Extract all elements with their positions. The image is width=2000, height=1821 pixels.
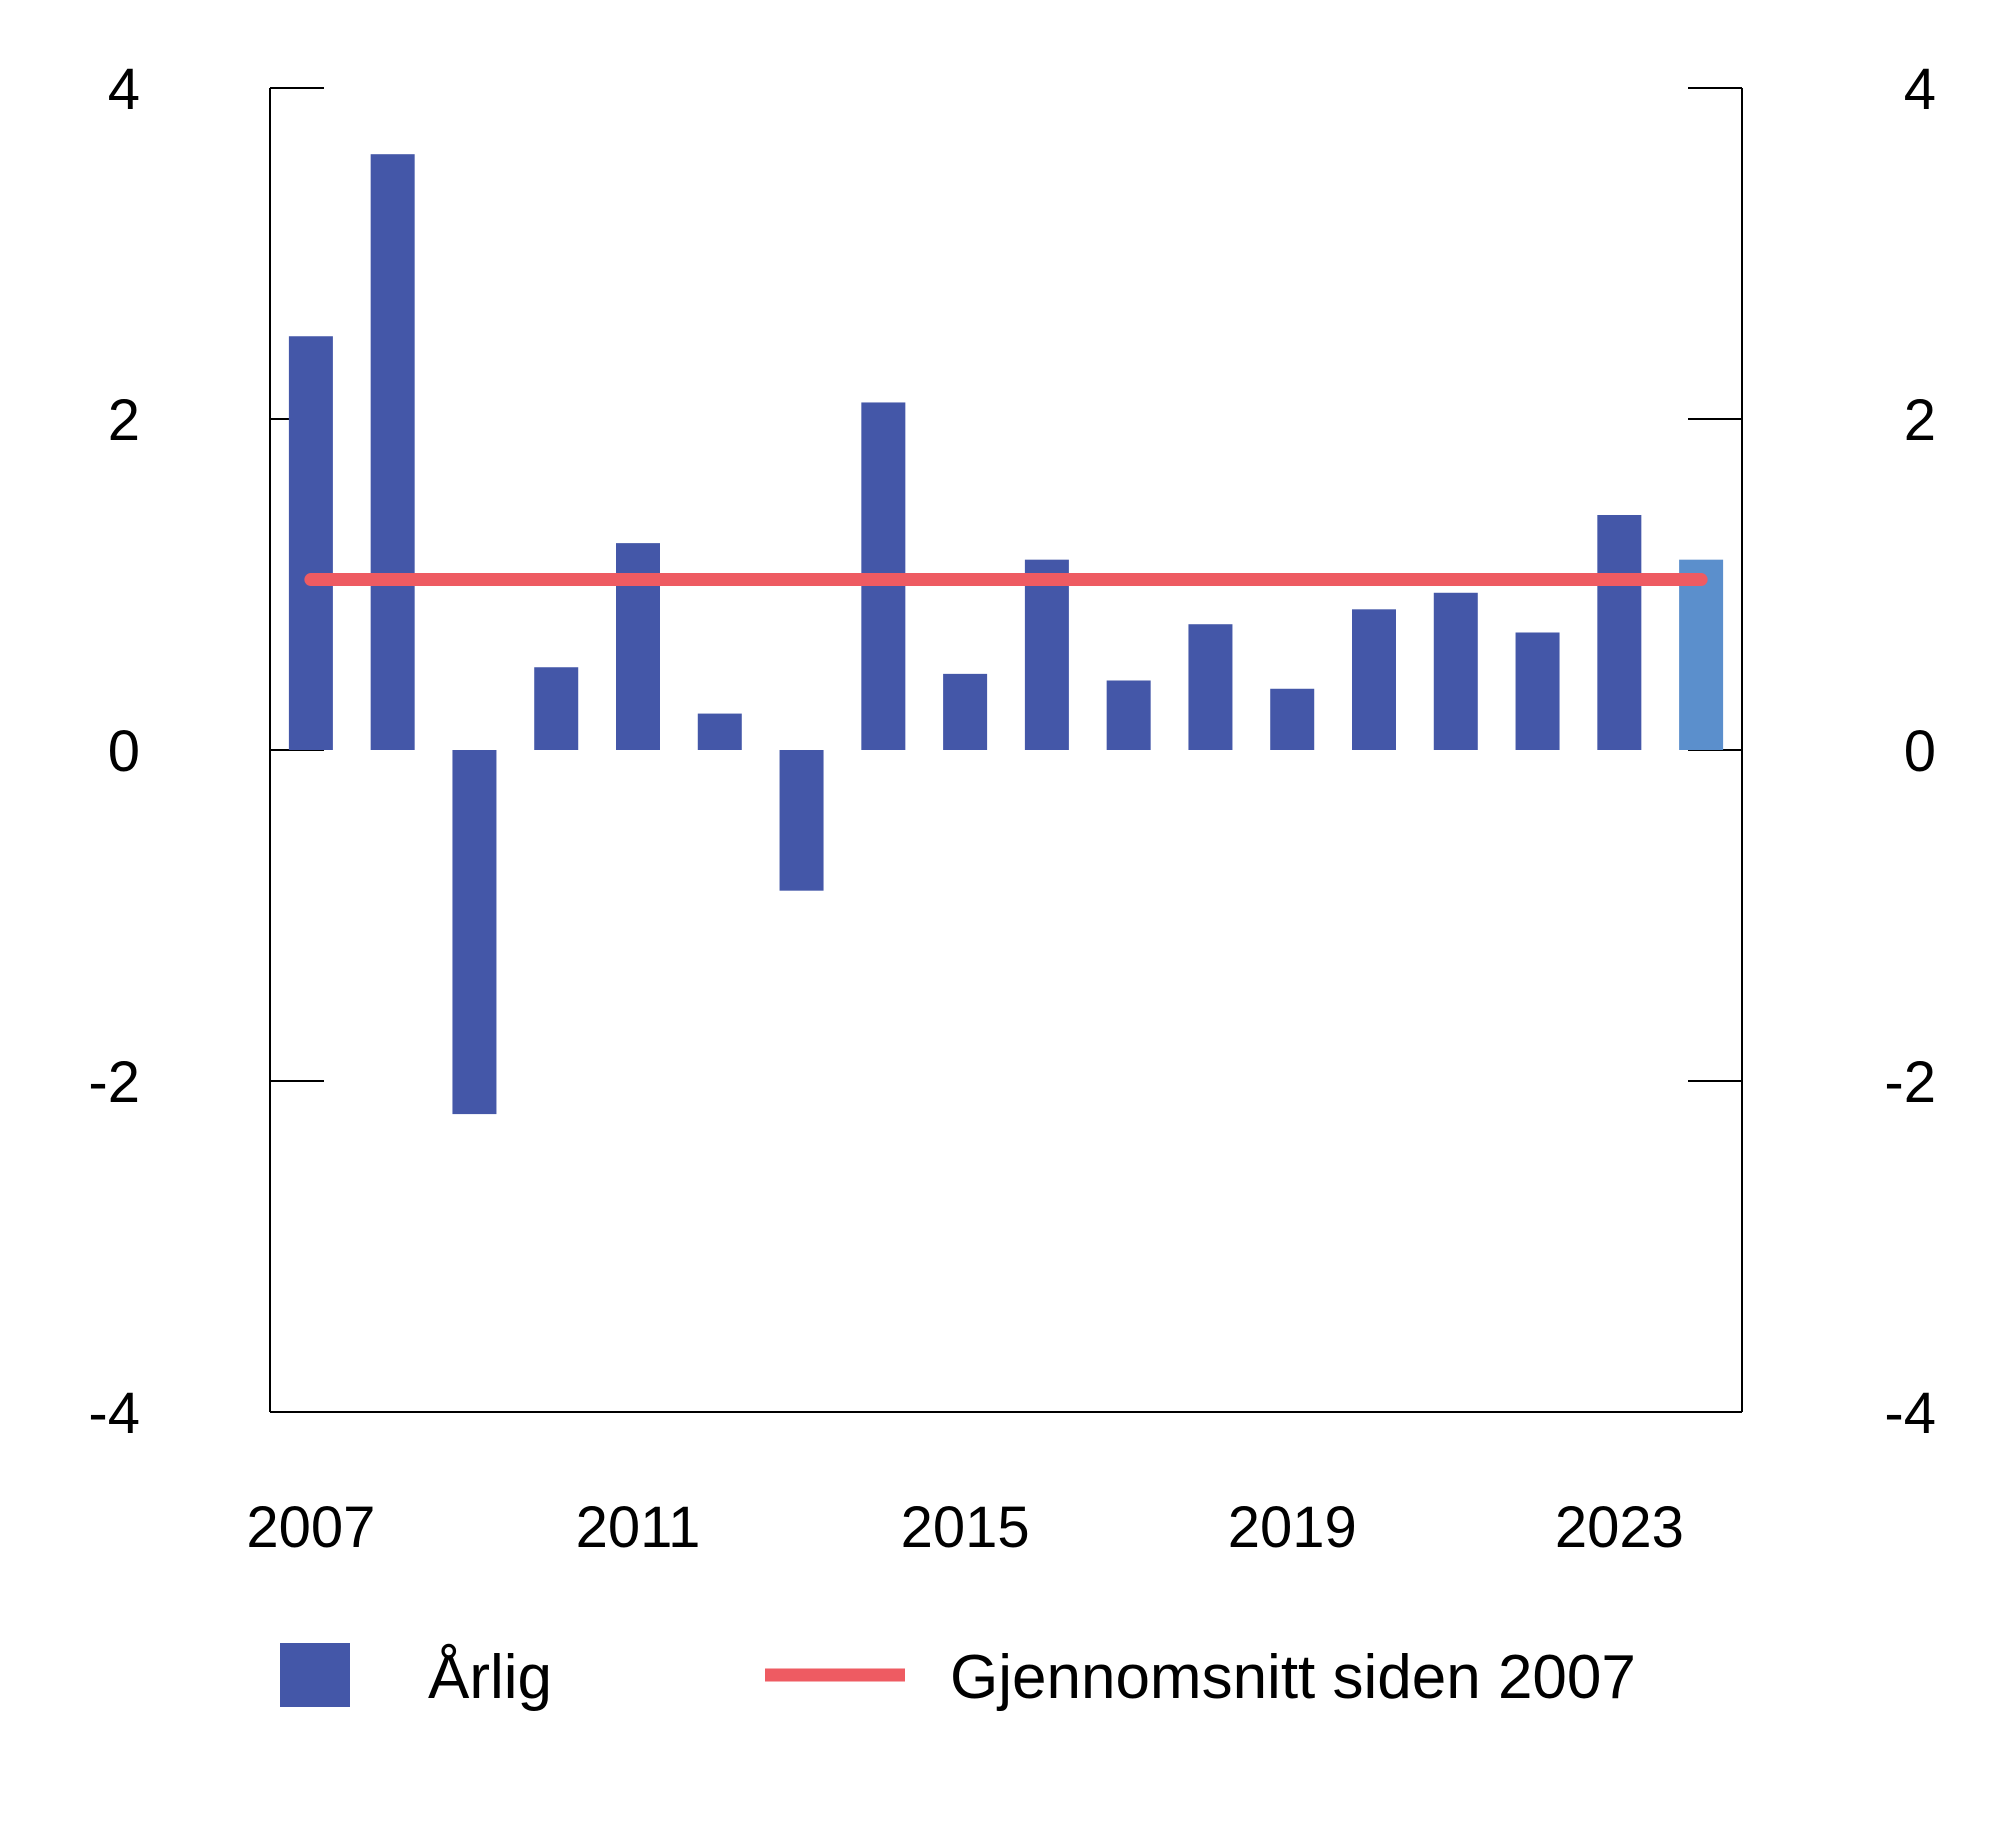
x-tick-label: 2015 [901, 1495, 1030, 1560]
bar-2018 [1188, 624, 1233, 750]
y-tick-label-right: 2 [1904, 388, 1936, 453]
bar-2017 [1106, 680, 1151, 750]
bar-2013 [779, 750, 824, 891]
legend-swatch-bar [280, 1643, 350, 1707]
x-tick-label: 2023 [1555, 1495, 1684, 1560]
x-tick-label: 2007 [246, 1495, 375, 1560]
bar-2024 [1679, 559, 1724, 750]
bar-2023 [1597, 514, 1642, 750]
bar-2020 [1352, 609, 1396, 750]
y-tick-label-left: 2 [108, 388, 140, 453]
y-tick-label-left: 0 [108, 719, 140, 784]
bar-2012 [697, 713, 742, 750]
bar-2015 [943, 673, 988, 750]
y-tick-label-right: 4 [1904, 57, 1936, 122]
bar-2008 [370, 154, 415, 750]
y-tick-label-right: 0 [1904, 719, 1936, 784]
axis-labels: 4 4 2 2 0 0 -2 -2 -4 -4 2007 2011 2015 2019 2023 [88, 57, 1936, 1560]
bar-2021 [1433, 592, 1478, 750]
bar-2007 [288, 336, 333, 750]
legend-label-bar: Årlig [428, 1643, 552, 1712]
bar-2022 [1515, 632, 1560, 750]
y-tick-label-left: 4 [108, 57, 140, 122]
bar-2009 [452, 750, 497, 1115]
y-tick-label-left: -2 [88, 1050, 140, 1115]
legend: Årlig Gjennomsnitt siden 2007 [280, 1643, 1636, 1712]
y-tick-label-right: -2 [1884, 1050, 1936, 1115]
x-tick-label: 2011 [576, 1495, 701, 1560]
bar-2010 [534, 667, 579, 750]
bars-layer [288, 154, 1724, 1115]
legend-label-line: Gjennomsnitt siden 2007 [950, 1643, 1636, 1712]
plot-frame [269, 87, 1743, 1413]
y-tick-label-right: -4 [1884, 1381, 1936, 1446]
bar-2016 [1024, 559, 1069, 750]
x-tick-label: 2019 [1228, 1495, 1357, 1560]
y-tick-label-left: -4 [88, 1381, 140, 1446]
bar-2019 [1270, 688, 1315, 750]
